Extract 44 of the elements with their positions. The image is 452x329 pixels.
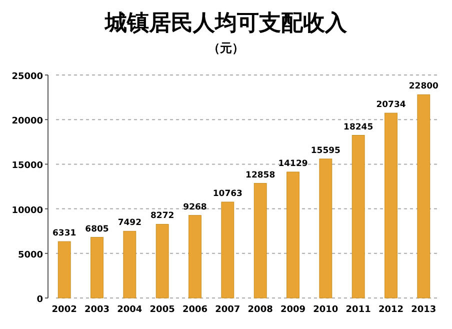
x-tick-label: 2004 [117, 305, 142, 315]
x-tick-label: 2005 [150, 305, 175, 315]
data-label: 7492 [118, 218, 142, 228]
x-tick-label: 2010 [313, 305, 338, 315]
x-tick-label: 2008 [248, 305, 273, 315]
bar [319, 158, 332, 298]
data-label: 6805 [85, 224, 109, 234]
x-tick-label: 2009 [280, 305, 306, 315]
x-tick-label: 2002 [52, 305, 77, 315]
bar [58, 241, 71, 298]
bar [188, 215, 202, 298]
data-label: 22800 [408, 82, 439, 92]
data-label: 6331 [52, 228, 76, 239]
data-label: 9268 [183, 202, 207, 212]
data-label: 20734 [376, 100, 406, 110]
bar [123, 230, 136, 298]
y-tick-label: 0 [36, 295, 43, 305]
x-tick-label: 2013 [411, 305, 436, 315]
data-label: 8272 [150, 211, 174, 222]
bar [90, 237, 104, 298]
bar [352, 135, 365, 298]
title: 城镇居民人均可支配收入 [105, 11, 347, 36]
data-label: 15595 [310, 146, 341, 156]
x-tick-label: 2007 [215, 305, 240, 315]
data-label: 10763 [212, 188, 243, 199]
x-tick-label: 2003 [84, 305, 110, 315]
data-label: 12858 [246, 170, 276, 180]
y-tick-label: 15000 [12, 161, 43, 172]
bar [417, 94, 430, 298]
y-tick-label: 10000 [12, 206, 43, 216]
data-label: 14129 [278, 158, 308, 169]
data-label: 18245 [344, 122, 374, 132]
bar [286, 172, 300, 298]
x-tick-label: 2006 [182, 305, 208, 315]
y-tick-label: 25000 [12, 72, 43, 82]
bar [156, 224, 169, 298]
x-tick-label: 2012 [378, 305, 404, 315]
bar [221, 202, 234, 298]
bar [254, 183, 267, 298]
subtitle: （元） [208, 41, 244, 55]
bar [384, 112, 398, 298]
x-tick-label: 2011 [346, 305, 371, 315]
y-tick-label: 5000 [18, 250, 43, 260]
y-tick-label: 20000 [12, 116, 43, 127]
